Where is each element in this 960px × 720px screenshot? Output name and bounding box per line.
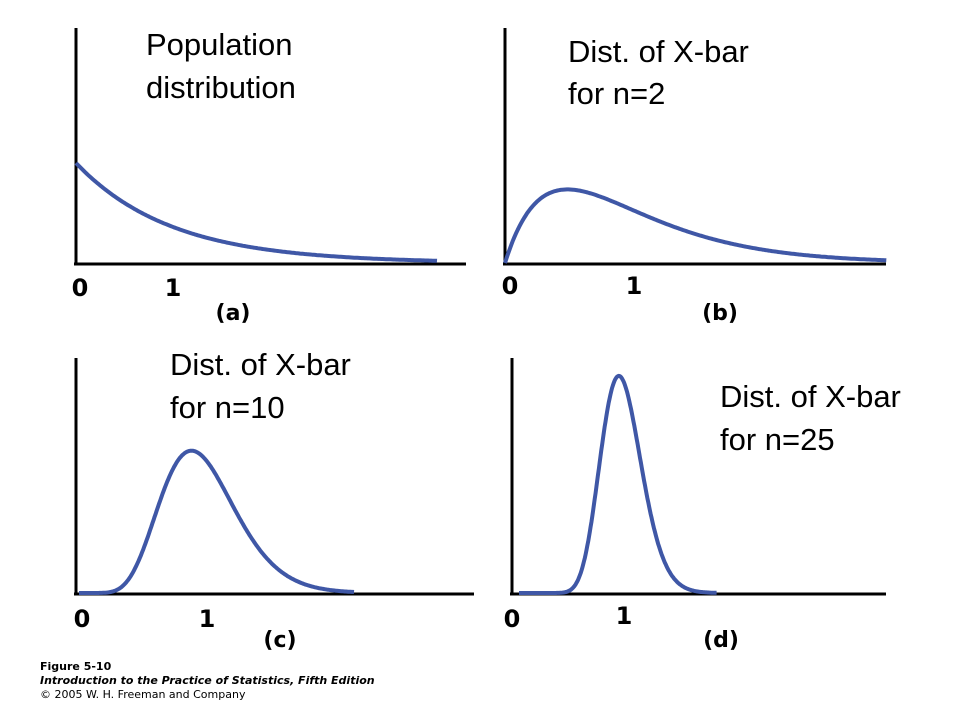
panel-c-title-line-2: for n=10	[170, 390, 285, 425]
panel-b: Dist. of X-bar for n=2 0 1 (b)	[502, 28, 887, 326]
panel-d-title-line-1: Dist. of X-bar	[720, 379, 901, 414]
panel-d-tick-label-1: 1	[616, 602, 633, 630]
panel-c-tick-label-0: 0	[74, 605, 91, 633]
panel-d-letter: (d)	[703, 628, 739, 653]
panel-b-density-curve	[503, 187, 887, 264]
figure-number: Figure 5-10	[40, 660, 112, 673]
panel-c-letter: (c)	[263, 628, 296, 653]
panel-c: Dist. of X-bar for n=10 0 1 (c)	[74, 347, 474, 653]
book-title: Introduction to the Practice of Statisti…	[40, 674, 375, 687]
panel-d: Dist. of X-bar for n=25 0 1 (d)	[504, 358, 901, 653]
panel-d-tick-label-0: 0	[504, 605, 521, 633]
panel-c-density-curve	[78, 448, 355, 595]
panel-a-title-line-2: distribution	[146, 70, 296, 105]
panel-a-tick-label-0: 0	[72, 274, 89, 302]
panel-c-title-line-1: Dist. of X-bar	[170, 347, 351, 382]
panel-a-title-line-1: Population	[146, 27, 293, 62]
panel-a-density-curve	[74, 161, 438, 263]
panel-d-title-line-2: for n=25	[720, 422, 835, 457]
panel-d-density-curve	[517, 373, 718, 595]
panel-a-tick-label-1: 1	[165, 274, 182, 302]
figure-caption: Figure 5-10 Introduction to the Practice…	[40, 660, 375, 702]
panel-b-letter: (b)	[702, 301, 738, 326]
panel-b-title-line-1: Dist. of X-bar	[568, 34, 749, 69]
panel-b-tick-label-1: 1	[626, 272, 643, 300]
panel-b-tick-label-0: 0	[502, 272, 519, 300]
panel-c-tick-label-1: 1	[199, 605, 216, 633]
copyright-notice: © 2005 W. H. Freeman and Company	[40, 688, 246, 701]
panel-a-letter: (a)	[216, 301, 251, 326]
panel-b-title-line-2: for n=2	[568, 76, 665, 111]
panel-a: Population distribution 0 1 (a)	[72, 27, 466, 326]
